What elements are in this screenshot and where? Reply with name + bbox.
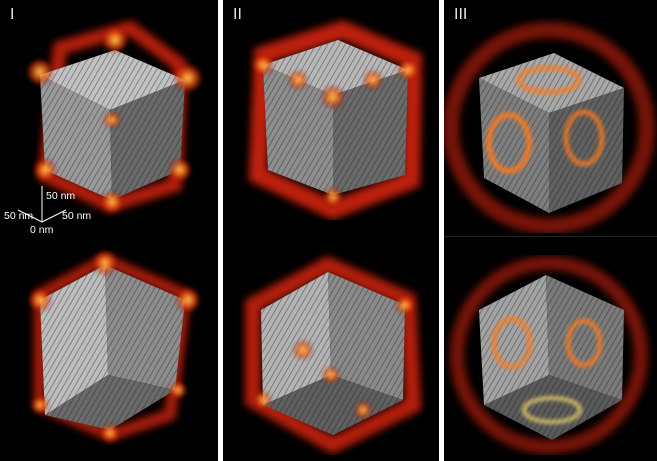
panel-divider [444, 236, 657, 237]
panel-one: I 50 nm 50 nm 50 n [0, 0, 218, 461]
cube-faces [479, 275, 624, 440]
cube-faces [40, 50, 185, 200]
field-hotspots [252, 54, 419, 207]
field-halo [450, 256, 648, 454]
field-hotspots [26, 26, 203, 214]
field-hotspots [486, 66, 604, 174]
panel-label: III [454, 6, 468, 23]
cube-view-bottom [28, 250, 201, 443]
field-halo [444, 22, 655, 233]
cube-faces [40, 265, 185, 430]
field-halo [245, 256, 422, 455]
field-hotspots [28, 250, 201, 443]
axis-label-left: 50 nm [4, 210, 34, 222]
axis-label-vertical: 50 nm [46, 190, 76, 202]
cube-view-bottom [450, 256, 648, 454]
cube-view-top [26, 20, 203, 214]
axis-label-origin: 0 nm [30, 224, 54, 236]
field-hotspots [254, 295, 415, 419]
axis-label-right: 50 nm [62, 210, 92, 222]
scale-axes: 50 nm 50 nm 50 nm 0 nm [0, 170, 110, 240]
cube-view-bottom [245, 256, 422, 455]
cube-view-top [444, 22, 655, 233]
field-halo [248, 20, 423, 220]
panel-label: I [10, 6, 15, 23]
cube-view-top [248, 20, 423, 220]
cube-faces [263, 40, 408, 195]
field-hotspots [492, 317, 602, 424]
cube-faces [479, 53, 624, 213]
panel-three: III [444, 0, 657, 461]
panel-label: II [233, 6, 242, 23]
cube-faces [261, 272, 405, 435]
panel-two: II [223, 0, 439, 461]
